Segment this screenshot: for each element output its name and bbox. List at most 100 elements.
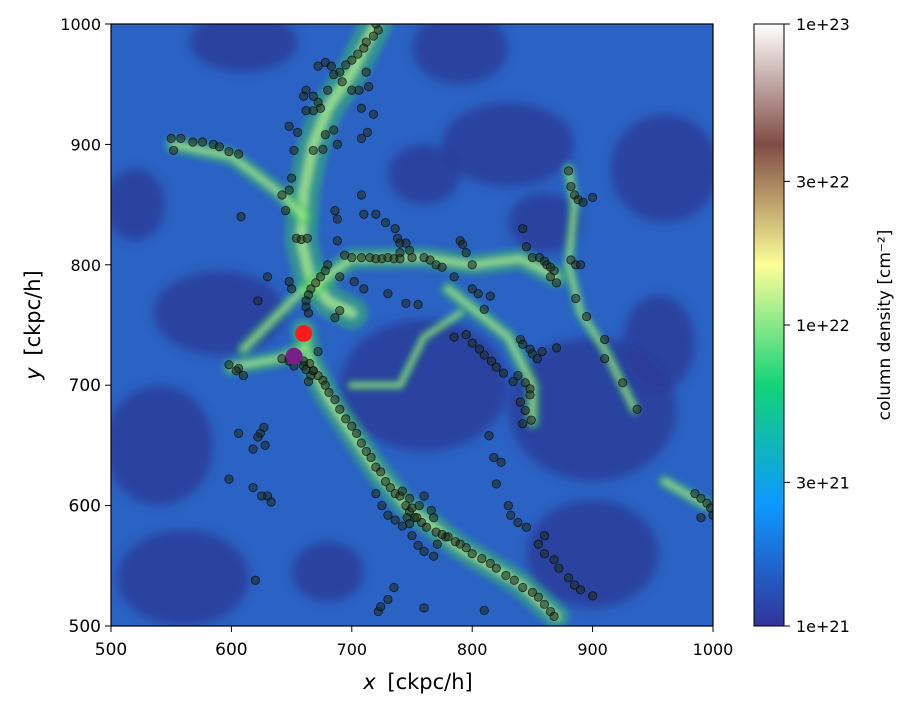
y-tick-label: 700 <box>69 376 101 396</box>
halo-point <box>188 137 198 147</box>
halo-point <box>395 254 405 264</box>
halo-point <box>301 106 311 116</box>
halo-point <box>496 457 506 467</box>
colorbar-label: column density [cm⁻²] <box>875 230 895 421</box>
filament-core <box>445 286 536 424</box>
y-axis-unit: [ckpc/h] <box>21 270 45 355</box>
halo-point <box>253 432 263 442</box>
halo-point <box>457 239 468 249</box>
halo-point <box>166 133 176 143</box>
y-axis-label: y [ckpc/h] <box>21 270 45 380</box>
halo-point <box>632 404 642 414</box>
x-axis-variable: x <box>362 670 376 694</box>
halo-point <box>224 360 234 370</box>
void-region <box>153 270 286 355</box>
halo-point <box>696 513 706 523</box>
halo-point <box>349 277 359 287</box>
halo-point <box>554 563 564 573</box>
halo-point <box>248 444 258 454</box>
halo-point <box>600 354 610 364</box>
halo-point <box>356 438 367 448</box>
halo-point <box>467 549 477 559</box>
halo-point <box>407 252 417 263</box>
halo-point <box>486 356 497 366</box>
halo-point <box>587 591 598 601</box>
halo-point <box>323 85 333 95</box>
low-density-voids <box>111 24 713 626</box>
halo-point <box>303 376 314 387</box>
x-tick-label: 800 <box>457 640 488 659</box>
colorbar-tick-label: 3e+21 <box>796 473 850 492</box>
halo-point <box>308 145 318 156</box>
x-tick-label: 900 <box>577 640 608 659</box>
x-tick-label: 700 <box>337 640 368 659</box>
halo-point <box>356 133 367 143</box>
halo-point <box>407 531 417 541</box>
halo-point <box>575 585 586 595</box>
halo-point <box>330 313 340 323</box>
halo-point <box>214 142 224 152</box>
halo-point <box>347 421 357 431</box>
void-region <box>111 385 214 506</box>
halo-point <box>581 311 592 322</box>
halo-point <box>533 539 544 549</box>
halo-point <box>537 346 547 357</box>
halo-point <box>324 387 334 398</box>
halo-point <box>256 491 267 501</box>
halo-point <box>532 354 542 364</box>
void-region <box>111 168 166 241</box>
halo-point <box>508 376 518 387</box>
halo-point <box>518 224 528 234</box>
halo-point <box>419 603 429 613</box>
halo-point <box>618 378 628 388</box>
y-tick-label: 500 <box>69 617 101 637</box>
plot-frame <box>110 23 714 627</box>
halo-point <box>376 602 386 612</box>
halo-point <box>373 25 383 35</box>
halo-point <box>389 582 399 593</box>
halo-point <box>329 69 339 80</box>
halo-point <box>234 428 244 438</box>
halo-point <box>467 338 477 348</box>
halo-point <box>461 330 471 340</box>
halo-point <box>421 522 432 532</box>
halo-point <box>539 531 550 541</box>
void-region <box>610 114 713 223</box>
halo-point <box>429 513 439 523</box>
x-axis-unit: [ckpc/h] <box>387 670 472 694</box>
highlight-point <box>295 324 313 342</box>
void-region <box>526 499 659 608</box>
halo-point <box>425 255 435 265</box>
halo-point <box>549 611 559 621</box>
halo-point <box>571 293 581 304</box>
halo-point <box>266 497 276 507</box>
colorbar-tick-label: 3e+22 <box>796 172 850 191</box>
halo-point <box>231 366 241 376</box>
filament-core <box>306 254 561 293</box>
halo-point <box>545 272 556 282</box>
halo-point <box>376 467 386 477</box>
halo-point <box>259 422 269 432</box>
halo-point <box>368 109 379 119</box>
y-tick-label: 900 <box>70 135 101 154</box>
halo-point <box>461 248 471 258</box>
halo-point <box>293 127 303 137</box>
halo-point <box>361 67 371 77</box>
halo-point <box>696 493 706 503</box>
x-tick-label: 500 <box>95 640 127 660</box>
halo-point <box>320 380 330 390</box>
halo-point <box>341 414 351 424</box>
halo-point <box>356 103 367 113</box>
halo-point <box>413 299 423 310</box>
halo-point <box>326 61 336 71</box>
halo-point <box>506 510 516 520</box>
halo-point <box>359 284 369 294</box>
halo-point <box>455 539 465 549</box>
halo-point <box>380 476 391 487</box>
halo-point <box>284 121 294 131</box>
halo-point <box>320 266 330 276</box>
y-axis-ticks: 500 600 700 800 900 1000 <box>60 15 111 637</box>
void-region <box>442 102 575 187</box>
halo-point <box>467 260 477 270</box>
halo-point <box>356 252 367 263</box>
